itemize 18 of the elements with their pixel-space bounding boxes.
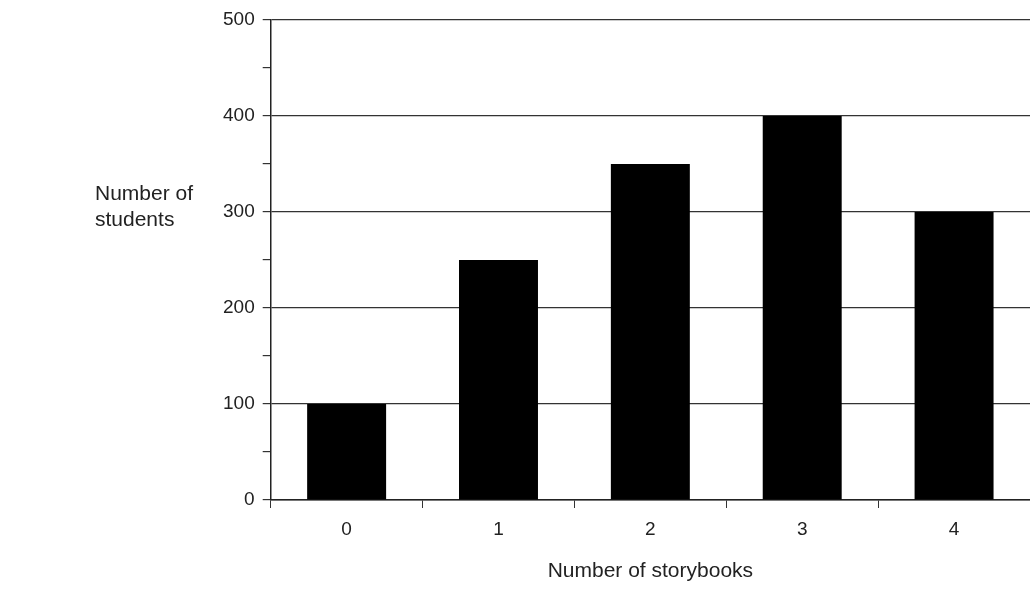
y-tick-label: 400: [223, 104, 255, 126]
x-tick-label: 3: [796, 517, 808, 539]
x-tick-label: 0: [341, 517, 352, 539]
bar: [459, 260, 538, 500]
bar: [762, 116, 842, 500]
y-tick-label: 0: [244, 488, 255, 510]
x-tick-label: 1: [493, 517, 504, 539]
bar: [610, 164, 690, 500]
y-axis-title: Number of students: [95, 180, 195, 232]
x-tick-label: 2: [645, 517, 656, 539]
bar: [914, 212, 994, 500]
x-axis-title: Number of storybooks: [547, 558, 754, 582]
y-tick-label: 500: [223, 8, 255, 30]
y-tick-label: 100: [223, 392, 255, 414]
y-tick-label: 200: [223, 296, 255, 318]
y-tick-label: 300: [223, 200, 255, 222]
x-tick-label: 4: [948, 517, 960, 539]
bar: [307, 404, 387, 500]
